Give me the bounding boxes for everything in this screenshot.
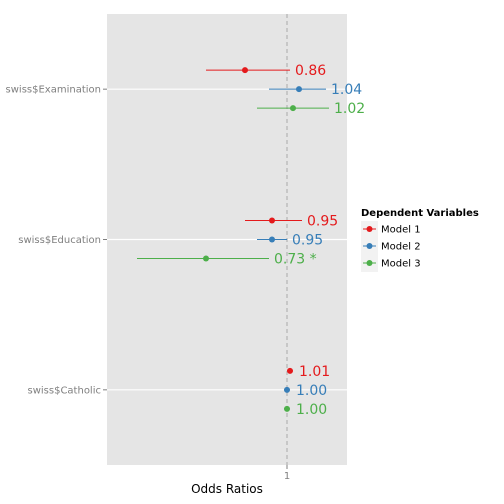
x-axis: 1 (284, 465, 290, 482)
data-label-model-2-swiss-examination: 1.04 (331, 82, 362, 98)
y-tick-label-swiss-catholic: swiss$Catholic (28, 385, 102, 396)
legend-key-point-model-2 (366, 243, 373, 249)
legend-label-model-3: Model 3 (381, 259, 421, 270)
y-axis: swiss$Catholic swiss$Education swiss$Exami… (6, 85, 107, 396)
data-label-model-1-swiss-examination: 0.86 (295, 63, 326, 79)
point-model-1-swiss-education (269, 217, 275, 224)
y-tick-label-swiss-examination: swiss$Examination (6, 85, 101, 96)
series-model-3: 1.02 0.73 * 1.00 (137, 101, 365, 418)
point-model-1-swiss-catholic (287, 367, 293, 374)
point-model-3-swiss-catholic (284, 405, 290, 412)
data-label-model-2-swiss-catholic: 1.00 (296, 383, 327, 399)
series-model-2: 1.04 0.95 1.00 (257, 82, 362, 399)
data-label-model-2-swiss-education: 0.95 (292, 233, 323, 249)
y-tick-label-swiss-education: swiss$Education (18, 235, 101, 246)
legend-key-point-model-3 (366, 260, 373, 266)
data-label-model-1-swiss-catholic: 1.01 (299, 364, 330, 380)
data-marks: 0.86 0.95 1.01 1.04 0.95 1.00 1.02 0.73 * 1.00 (137, 63, 365, 418)
data-label-model-3-swiss-catholic: 1.00 (296, 402, 327, 418)
x-axis-title: Odds Ratios (191, 482, 263, 496)
legend-label-model-1: Model 1 (381, 225, 421, 236)
legend: Dependent Variables Model 1 Model 2 Model … (361, 208, 479, 272)
point-model-2-swiss-education (269, 236, 275, 243)
point-model-2-swiss-examination (296, 86, 302, 93)
data-label-model-1-swiss-education: 0.95 (307, 214, 338, 230)
point-model-3-swiss-education (203, 255, 209, 262)
point-model-3-swiss-examination (290, 105, 296, 112)
x-tick-label: 1 (284, 471, 290, 482)
data-label-model-3-swiss-examination: 1.02 (334, 101, 365, 117)
legend-key-point-model-1 (366, 226, 373, 232)
legend-title: Dependent Variables (361, 208, 479, 219)
point-model-1-swiss-examination (242, 67, 248, 74)
point-model-2-swiss-catholic (284, 386, 290, 393)
series-model-1: 0.86 0.95 1.01 (206, 63, 338, 380)
data-label-model-3-swiss-education: 0.73 * (274, 252, 317, 268)
legend-label-model-2: Model 2 (381, 242, 421, 253)
